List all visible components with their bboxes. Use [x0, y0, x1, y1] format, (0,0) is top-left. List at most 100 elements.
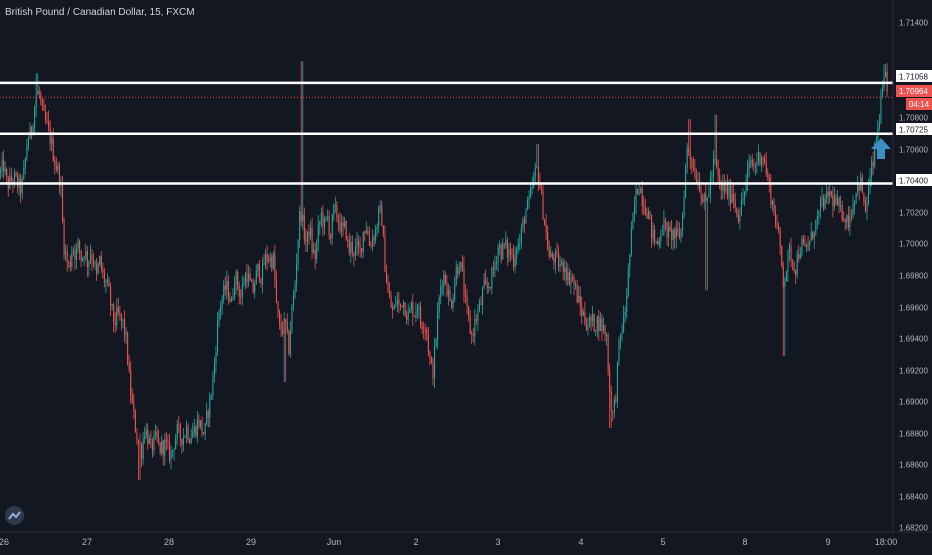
candle: [602, 316, 605, 335]
candle: [427, 326, 429, 357]
candle: [523, 215, 525, 234]
candle: [122, 318, 124, 328]
candle: [624, 306, 626, 323]
candle: [55, 156, 57, 173]
candle: [141, 442, 143, 468]
candle: [547, 225, 549, 251]
candle: [401, 305, 403, 309]
candle: [429, 350, 431, 366]
candle: [313, 242, 315, 255]
x-tick-label: 9: [825, 537, 830, 547]
candle: [328, 210, 330, 240]
candle: [841, 200, 843, 223]
candle: [198, 414, 200, 430]
candle: [443, 269, 445, 297]
candle: [82, 256, 84, 263]
candle: [275, 270, 277, 304]
candle: [886, 63, 888, 97]
candle: [440, 278, 442, 305]
candle: [680, 228, 682, 244]
candle: [465, 284, 467, 304]
candle: [590, 314, 592, 332]
candle: [578, 285, 580, 303]
candle: [147, 423, 149, 450]
candle: [283, 311, 285, 383]
candle: [725, 179, 727, 195]
candle: [184, 434, 186, 439]
candle: [810, 221, 812, 242]
candle: [404, 302, 406, 318]
candle: [305, 228, 307, 252]
candle: [130, 361, 132, 405]
candle: [189, 437, 191, 445]
candle: [384, 225, 386, 273]
candle: [263, 254, 265, 266]
candle: [144, 426, 146, 444]
candle: [795, 269, 797, 284]
candle: [581, 296, 583, 325]
candle: [539, 172, 541, 190]
price-axis[interactable]: 1.71400 1.71058 1.70800 1.70725 1.70600 1.704…: [896, 19, 932, 533]
candle: [237, 269, 239, 291]
candle: [254, 279, 256, 299]
candle: [175, 433, 177, 450]
candle: [299, 205, 301, 248]
candle: [359, 236, 361, 258]
candle: [471, 330, 473, 345]
candle: [835, 193, 837, 206]
candle: [399, 303, 401, 311]
candle: [506, 236, 508, 266]
candle: [182, 428, 184, 452]
candle: [576, 280, 578, 304]
candle: [37, 73, 39, 96]
candle: [26, 138, 28, 162]
candle: [610, 385, 612, 429]
candle: [850, 208, 853, 222]
candle: [568, 267, 570, 287]
candle: [469, 309, 471, 335]
candle: [812, 230, 814, 240]
candle: [336, 201, 338, 223]
candle: [747, 159, 749, 192]
candle: [790, 237, 792, 267]
candle: [80, 250, 82, 268]
candle: [308, 224, 310, 245]
candle: [556, 242, 558, 258]
candle: [158, 429, 160, 446]
candle: [534, 162, 536, 183]
candle: [601, 313, 603, 342]
candle: [849, 206, 851, 236]
candle: [88, 260, 90, 277]
candle: [438, 294, 440, 320]
candle: [137, 439, 140, 481]
candle: [641, 180, 643, 215]
candle: [592, 305, 594, 327]
candle: [689, 119, 691, 170]
candle: [89, 244, 91, 264]
candle: [372, 229, 374, 252]
candle: [353, 251, 355, 267]
candle: [742, 188, 744, 205]
candle: [181, 438, 183, 454]
candle: [813, 231, 815, 249]
candle: [3, 150, 5, 180]
time-axis[interactable]: 26 27 28 29 Jun 2 3 4 5 8 9 18:00: [0, 537, 897, 547]
candle: [612, 410, 614, 422]
candle: [86, 246, 88, 278]
candle: [638, 184, 640, 196]
candle: [54, 155, 56, 175]
candle: [637, 188, 639, 195]
candle: [24, 157, 26, 175]
candle: [421, 321, 423, 334]
candle: [113, 302, 115, 333]
candle: [266, 245, 268, 271]
y-tick-label: 1.68800: [899, 430, 928, 439]
candle: [671, 219, 673, 250]
tradingview-logo-icon[interactable]: [5, 506, 24, 525]
candle: [483, 272, 485, 290]
candle: [75, 242, 78, 269]
current-price-label: 1.70964: [899, 87, 928, 96]
candle: [562, 257, 564, 280]
